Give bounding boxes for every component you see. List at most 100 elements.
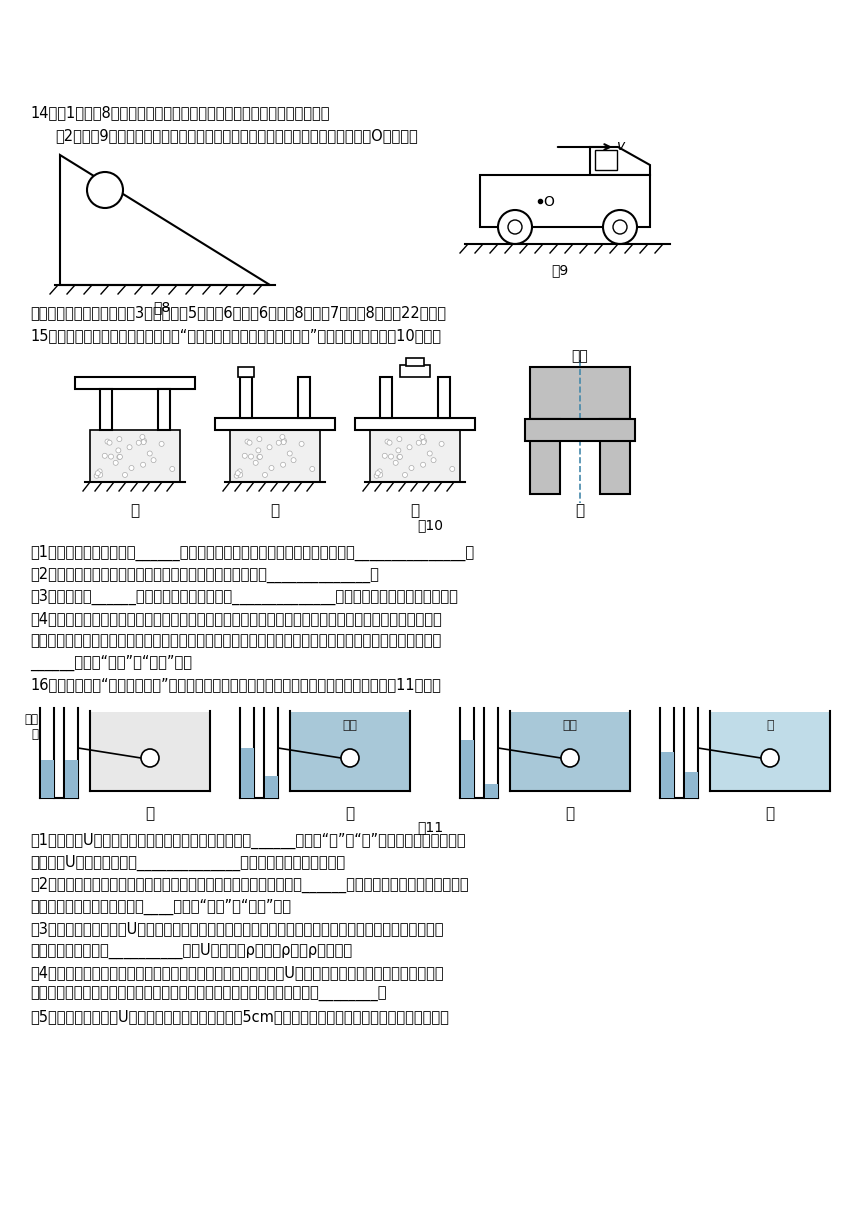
Bar bbox=[298, 377, 310, 418]
Polygon shape bbox=[590, 147, 650, 175]
Text: v: v bbox=[617, 139, 625, 153]
Text: 图8: 图8 bbox=[153, 300, 170, 314]
Circle shape bbox=[141, 440, 146, 445]
Circle shape bbox=[141, 749, 159, 767]
Bar bbox=[530, 420, 560, 494]
Text: 通过观察U形管两侧液面的______________反映液体内部压强的大小；: 通过观察U形管两侧液面的______________反映液体内部压强的大小； bbox=[30, 855, 345, 871]
Bar bbox=[240, 377, 252, 418]
Bar bbox=[370, 430, 460, 482]
Circle shape bbox=[122, 473, 127, 478]
Circle shape bbox=[97, 469, 102, 474]
Circle shape bbox=[299, 441, 304, 446]
Text: 乙: 乙 bbox=[270, 503, 280, 518]
Circle shape bbox=[281, 440, 286, 445]
Circle shape bbox=[421, 440, 426, 445]
Text: 可以初步得出结论：在同种液体中，同一深度，液体内部向各个方向的压强________。: 可以初步得出结论：在同种液体中，同一深度，液体内部向各个方向的压强_______… bbox=[30, 987, 386, 1002]
Text: （2）分析比较甲、乙两图中的实验现象，可以得到的结论：______________。: （2）分析比较甲、乙两图中的实验现象，可以得到的结论：_____________… bbox=[30, 567, 379, 584]
Text: 金属
盒: 金属 盒 bbox=[24, 713, 38, 741]
Circle shape bbox=[439, 441, 444, 446]
Text: 水: 水 bbox=[766, 719, 774, 732]
Circle shape bbox=[561, 749, 579, 767]
Bar bbox=[595, 150, 617, 170]
Circle shape bbox=[257, 455, 261, 460]
Circle shape bbox=[236, 471, 240, 475]
Circle shape bbox=[140, 434, 144, 439]
Circle shape bbox=[280, 434, 285, 439]
Text: 可选择三种液体中的__________装入U形管中（ρ盐水＞ρ水＞ρ酒精）；: 可选择三种液体中的__________装入U形管中（ρ盐水＞ρ水＞ρ酒精）； bbox=[30, 942, 352, 959]
Circle shape bbox=[257, 437, 261, 441]
Circle shape bbox=[498, 210, 532, 244]
Text: 16．小楠同学在“悟理创新实验”社团活动中，探究液体内部压强与哪些因素有关，实验如图11所示。: 16．小楠同学在“悟理创新实验”社团活动中，探究液体内部压强与哪些因素有关，实验… bbox=[30, 677, 441, 692]
Text: （2）如图9所示，一辆汽车在公路上匀速行驶，试画出汽车所受重力的示意图（O为重心）: （2）如图9所示，一辆汽车在公路上匀速行驶，试画出汽车所受重力的示意图（O为重心… bbox=[55, 128, 418, 143]
Circle shape bbox=[375, 471, 380, 475]
Bar bbox=[600, 420, 630, 494]
Circle shape bbox=[421, 438, 427, 444]
Circle shape bbox=[427, 451, 433, 456]
Bar bbox=[438, 377, 450, 418]
Circle shape bbox=[127, 445, 132, 450]
Bar bbox=[75, 377, 195, 389]
Text: 丁: 丁 bbox=[575, 503, 585, 518]
Circle shape bbox=[267, 445, 272, 450]
Circle shape bbox=[114, 461, 118, 466]
Circle shape bbox=[129, 466, 134, 471]
Text: 甲: 甲 bbox=[145, 806, 155, 821]
Circle shape bbox=[287, 451, 292, 456]
Text: （2）比较图乙、丙两次实验可知：同种液体内部压强随深度的增加而______；比较乙、丁两次实验可初步判: （2）比较图乙、丙两次实验可知：同种液体内部压强随深度的增加而______；比较… bbox=[30, 877, 469, 894]
Circle shape bbox=[396, 455, 402, 460]
Circle shape bbox=[397, 455, 402, 460]
Circle shape bbox=[151, 457, 156, 462]
Circle shape bbox=[140, 462, 145, 467]
Circle shape bbox=[421, 462, 426, 467]
Circle shape bbox=[159, 441, 164, 446]
Text: （1）小强通过观察海绵的______来比较压力的作用效果，这里用的科学方法是_______________。: （1）小强通过观察海绵的______来比较压力的作用效果，这里用的科学方法是__… bbox=[30, 545, 474, 562]
Text: 乙: 乙 bbox=[346, 806, 354, 821]
Bar bbox=[215, 418, 335, 430]
Circle shape bbox=[385, 439, 390, 444]
Circle shape bbox=[107, 440, 112, 445]
Text: 丁: 丁 bbox=[765, 806, 775, 821]
Circle shape bbox=[105, 439, 110, 444]
Text: （1）图甲是U形管压强计，金属盒上的橡皮膜应该选用______（选填“薄”或“厚”）一些的较好，实验中: （1）图甲是U形管压强计，金属盒上的橡皮膜应该选用______（选填“薄”或“厚… bbox=[30, 833, 465, 849]
Circle shape bbox=[147, 451, 152, 456]
Circle shape bbox=[108, 454, 114, 460]
Bar bbox=[380, 377, 392, 418]
Text: （4）保持丙图中金属盒在水中的深度不变，改变它的方向，发现U形管中液面不发生变化，根据实验现象: （4）保持丙图中金属盒在水中的深度不变，改变它的方向，发现U形管中液面不发生变化… bbox=[30, 966, 444, 980]
Circle shape bbox=[237, 472, 243, 478]
Bar bbox=[485, 784, 498, 798]
Circle shape bbox=[116, 447, 121, 452]
Circle shape bbox=[136, 440, 141, 445]
Circle shape bbox=[393, 461, 398, 466]
Bar bbox=[511, 713, 629, 790]
Circle shape bbox=[374, 473, 379, 478]
Bar bbox=[238, 367, 254, 377]
Bar bbox=[65, 760, 78, 798]
Circle shape bbox=[98, 472, 102, 478]
Text: 图9: 图9 bbox=[551, 263, 568, 277]
Circle shape bbox=[95, 471, 101, 475]
Text: 图11: 图11 bbox=[417, 820, 443, 834]
Circle shape bbox=[603, 210, 637, 244]
Text: 肛皂: 肛皂 bbox=[572, 349, 588, 364]
Circle shape bbox=[245, 439, 250, 444]
Text: 丙: 丙 bbox=[565, 806, 574, 821]
Circle shape bbox=[117, 455, 122, 460]
Circle shape bbox=[396, 447, 401, 452]
Circle shape bbox=[169, 467, 175, 472]
Text: （3）比较图　______实验可知，压力一定时，______________越小，压力的作用效果越明显。: （3）比较图 ______实验可知，压力一定时，______________越小… bbox=[30, 589, 458, 606]
Circle shape bbox=[310, 467, 315, 472]
Bar bbox=[90, 430, 180, 482]
Circle shape bbox=[396, 437, 402, 441]
Bar bbox=[406, 358, 424, 366]
Text: ______（选填“正确”或“错误”）。: ______（选填“正确”或“错误”）。 bbox=[30, 655, 192, 671]
Circle shape bbox=[141, 438, 146, 444]
Bar bbox=[400, 365, 430, 377]
Circle shape bbox=[117, 437, 122, 441]
Circle shape bbox=[102, 454, 108, 458]
Circle shape bbox=[280, 462, 286, 467]
Text: （5）若图丁的实验中U形管左右两侧水面的高度差为5cm，则橡皮管内气体的压强与管外大气压之差为: （5）若图丁的实验中U形管左右两侧水面的高度差为5cm，则橡皮管内气体的压强与管… bbox=[30, 1009, 449, 1024]
Circle shape bbox=[382, 454, 387, 458]
Bar bbox=[241, 748, 254, 798]
Circle shape bbox=[416, 440, 421, 445]
Circle shape bbox=[761, 749, 779, 767]
